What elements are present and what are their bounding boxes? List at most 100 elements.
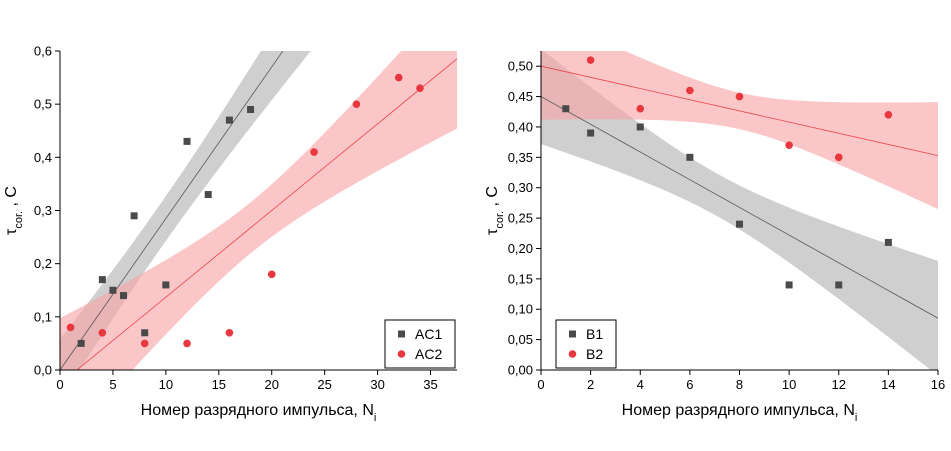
y-tick-label: 0,35 <box>508 150 533 165</box>
data-point-ac1 <box>204 191 212 199</box>
y-tick-label: 0,45 <box>508 89 533 104</box>
data-point-ac2 <box>98 328 107 337</box>
legend-marker-b2 <box>568 350 577 358</box>
data-point-ac2 <box>140 339 149 348</box>
data-point-ac1 <box>162 281 170 289</box>
y-tick-label: 0,00 <box>508 363 533 378</box>
y-tick-label: 0,5 <box>34 97 52 112</box>
data-point-b1 <box>562 105 570 113</box>
x-tick-label: 0 <box>56 377 63 392</box>
data-point-ac1 <box>109 286 117 294</box>
legend-label-b1: B1 <box>586 326 603 342</box>
data-point-b2 <box>834 153 843 162</box>
y-tick-label: 0,6 <box>34 44 52 59</box>
data-point-b2 <box>686 86 694 95</box>
fit-line-ac1 <box>60 51 284 370</box>
data-point-b2 <box>636 104 645 113</box>
legend-label-b2: B2 <box>586 346 603 362</box>
data-point-b2 <box>884 111 893 119</box>
data-point-b1 <box>686 153 694 161</box>
data-point-ac2 <box>66 323 75 332</box>
data-point-ac2 <box>183 339 191 348</box>
data-point-b1 <box>785 281 793 289</box>
y-tick-label: 0,20 <box>508 241 533 256</box>
x-axis-label: Номер разрядного импульса, Ni <box>622 402 858 424</box>
legend-box <box>555 319 617 369</box>
y-tick-label: 0,0 <box>34 363 52 378</box>
data-point-ac1 <box>247 105 255 113</box>
y-tick-label: 0,4 <box>34 150 52 165</box>
y-tick-label: 0,3 <box>34 203 52 218</box>
x-tick-label: 4 <box>637 377 644 392</box>
data-point-ac1 <box>225 116 233 124</box>
fit-line-ac2 <box>76 58 457 370</box>
y-axis-label: τcor. , С <box>484 186 506 235</box>
data-point-b1 <box>884 238 892 246</box>
y-tick-label: 0,30 <box>508 180 533 195</box>
data-point-ac1 <box>98 276 106 284</box>
x-tick-label: 0 <box>537 377 544 392</box>
chart-2: 0 2 4 6 8 10 12 14 16 0,00 0,05 0,10 0,15 0,20 0,25 0,3… <box>484 51 945 424</box>
y-tick-label: 0,15 <box>508 271 533 286</box>
fit-line-b1 <box>541 96 938 319</box>
data-point-ac2 <box>416 84 424 93</box>
x-axis-label: Номер разрядного импульса, Ni <box>141 402 377 424</box>
data-point-ac2 <box>310 148 318 156</box>
data-point-b2 <box>735 92 744 101</box>
x-tick-label: 12 <box>832 377 846 392</box>
data-point-ac1 <box>141 329 149 337</box>
data-point-b1 <box>835 281 843 289</box>
legend-marker-b1 <box>569 330 576 338</box>
confidence-band-ac2 <box>60 51 457 370</box>
y-tick-label: 0,40 <box>508 119 533 134</box>
data-point-b1 <box>736 220 743 228</box>
fit-line-b2 <box>541 65 938 157</box>
data-point-ac2 <box>267 270 276 279</box>
plot-area <box>541 51 938 370</box>
legend-marker-ac1 <box>398 330 405 338</box>
x-tick-label: 8 <box>736 377 743 392</box>
data-point-ac2 <box>394 73 403 82</box>
x-tick-label: 16 <box>931 377 945 392</box>
y-tick-label: 0,05 <box>508 332 533 347</box>
x-tick-label: 2 <box>587 377 594 392</box>
x-tick-label: 6 <box>686 377 693 392</box>
data-point-ac1 <box>130 212 138 220</box>
plot-area <box>60 51 457 370</box>
data-point-b2 <box>785 141 793 149</box>
x-tick-label: 10 <box>159 377 173 392</box>
confidence-band-b2 <box>541 51 938 210</box>
x-tick-label: 15 <box>212 377 226 392</box>
x-tick-label: 10 <box>782 377 796 392</box>
y-tick-label: 0,2 <box>34 256 52 271</box>
x-tick-label: 5 <box>109 377 116 392</box>
x-tick-label: 14 <box>881 377 895 392</box>
x-tick-label: 30 <box>370 377 384 392</box>
y-tick-label: 0,10 <box>508 302 533 317</box>
y-tick-label: 0,25 <box>508 211 533 226</box>
y-axis-label: τcor. , С <box>3 186 25 235</box>
data-point-ac1 <box>183 137 191 145</box>
legend-label-ac1: AC1 <box>415 326 442 342</box>
chart-1: 0 5 10 15 20 25 30 35 0,0 0,1 0,2 0,3 0,4 0,5 0,6 Номер… <box>3 44 457 424</box>
data-point-b2 <box>586 56 595 64</box>
legend-marker-ac2 <box>397 350 406 358</box>
x-tick-label: 25 <box>317 377 331 392</box>
data-point-ac2 <box>352 100 361 108</box>
x-tick-label: 20 <box>264 377 278 392</box>
legend-label-ac2: AC2 <box>415 346 442 362</box>
data-point-ac2 <box>225 328 234 337</box>
x-tick-label: 35 <box>423 377 437 392</box>
data-point-ac1 <box>120 292 128 300</box>
data-point-ac1 <box>77 339 85 347</box>
y-tick-label: 0,50 <box>508 59 533 74</box>
data-point-b1 <box>587 129 595 137</box>
confidence-band-b1 <box>541 51 938 370</box>
data-point-b1 <box>636 123 644 131</box>
y-tick-label: 0,1 <box>34 309 52 324</box>
legend-box <box>384 319 456 369</box>
